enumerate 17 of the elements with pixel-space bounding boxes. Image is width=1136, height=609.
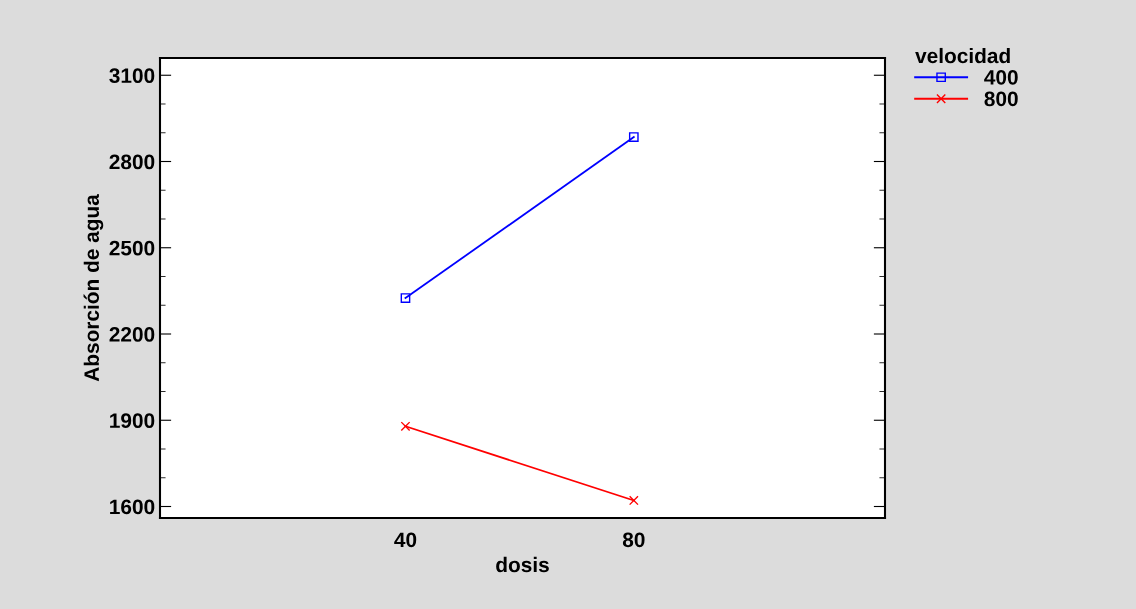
y-tick-label: 2500 xyxy=(109,240,155,256)
x-tick-label: 40 xyxy=(394,532,417,548)
legend-label: 800 xyxy=(984,91,1018,107)
point xyxy=(400,421,411,432)
point xyxy=(628,495,639,506)
point xyxy=(628,132,639,142)
legend-title: velocidad xyxy=(915,47,1010,64)
x-tick-label: 80 xyxy=(622,532,645,548)
y-tick-label: 2800 xyxy=(109,154,155,170)
point xyxy=(400,293,411,303)
y-axis-title: Absorción de agua xyxy=(83,194,104,382)
y-tick-label: 1900 xyxy=(110,413,155,428)
legend-label: 400 xyxy=(984,69,1018,85)
y-tick-label: 1600 xyxy=(110,499,155,515)
x-axis-title: dosis xyxy=(496,556,549,573)
y-tick-label: 2200 xyxy=(109,327,155,342)
y-tick-label: 3100 xyxy=(109,68,155,84)
